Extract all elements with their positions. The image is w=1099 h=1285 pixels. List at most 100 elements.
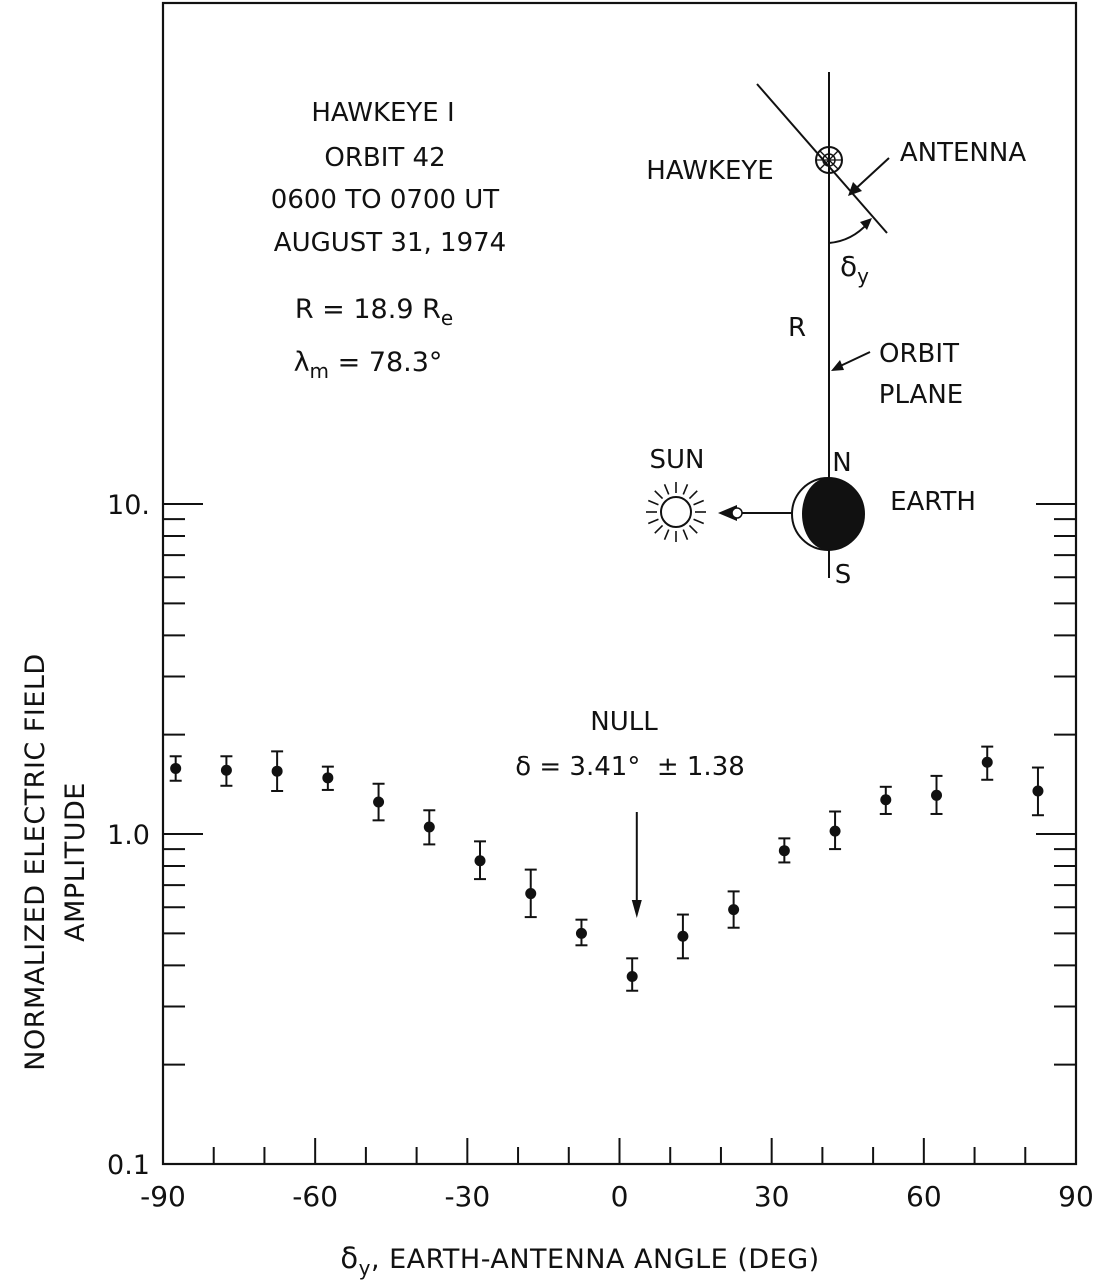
data-point [1031,766,1044,817]
sun-ray [647,518,659,525]
info-line-title: HAWKEYE I [311,98,454,128]
info-line-latitude: λm = 78.3° [294,347,443,383]
null-value: δ = 3.41° ± 1.38 [515,752,745,782]
earth-icon [791,477,865,551]
antenna-pointer-head [848,182,862,196]
null-annotation: NULL δ = 3.41° ± 1.38 [515,707,745,918]
info-latitude-text: = 78.3° [329,347,442,378]
sun-ray [693,518,705,525]
sun-icon [646,482,706,542]
data-marker [220,764,232,776]
data-point [220,755,233,787]
info-radius-text: R = 18.9 R [295,294,441,325]
data-marker [373,796,385,808]
x-tick-label: 30 [754,1180,790,1213]
sun-ray [647,499,659,506]
data-marker [880,794,892,806]
data-point [321,765,334,791]
angle-label-symbol: δ [840,250,857,283]
data-marker [981,756,993,768]
x-tick-label: -30 [444,1180,490,1213]
data-marker [728,904,740,916]
data-points [169,745,1044,992]
data-point [676,913,689,960]
sun-ray [654,524,664,534]
data-point [930,774,943,815]
data-point [575,918,588,947]
angle-label-subscript: y [857,264,869,288]
x-tick-label: 90 [1058,1180,1094,1213]
data-point [778,837,791,864]
data-marker [778,845,790,857]
orbit-pointer-head [831,360,844,371]
y-axis-label-line2: AMPLITUDE [60,782,91,942]
earth-label: EARTH [890,487,976,517]
sun-ray [663,483,670,495]
data-point [879,785,892,815]
x-axis-label-symbol: δ [340,1241,358,1275]
info-latitude-subscript: m [310,359,329,383]
sun-ray [682,483,689,495]
x-tick-label: 0 [611,1180,629,1213]
data-point [727,890,740,929]
x-tick-label: 60 [906,1180,942,1213]
angle-arc-head [860,218,872,230]
data-point [829,810,842,851]
data-marker [474,855,486,867]
info-line-orbit: ORBIT 42 [324,143,445,173]
x-axis-label-subscript: y [359,1256,371,1280]
y-tick-label: 0.1 [107,1150,150,1181]
data-point [524,868,537,919]
data-marker [1032,785,1044,797]
sun-ray [682,529,689,541]
x-axis-label: δy, EARTH-ANTENNA ANGLE (DEG) [340,1241,819,1280]
y-tick-label: 10. [107,490,150,521]
info-block: HAWKEYE I ORBIT 42 0600 TO 0700 UT AUGUS… [271,98,506,383]
data-marker [626,970,638,982]
data-point [981,745,994,781]
data-marker [170,762,182,774]
sun-label: SUN [650,445,705,475]
orbit-label-line2: PLANE [879,380,963,410]
data-marker [829,825,841,837]
data-point [423,809,436,846]
x-tick-label: -90 [140,1180,186,1213]
data-marker [322,772,334,784]
data-point [271,750,284,792]
null-arrow-head [631,900,642,918]
y-tick-label: 1.0 [107,820,150,851]
data-point [474,840,487,881]
sun-direction-arrow [718,505,737,521]
sun-direction-arrow-tip [731,507,743,519]
sun-ray [688,524,698,534]
data-point [372,782,385,822]
null-label: NULL [590,707,658,737]
data-marker [423,821,435,833]
radius-label: R [788,313,806,343]
sun-ray [663,529,670,541]
south-label: S [835,560,852,590]
x-axis-label-text: , EARTH-ANTENNA ANGLE (DEG) [371,1244,820,1275]
angle-label: δy [840,250,869,288]
antenna-label: ANTENNA [900,138,1026,168]
data-marker [677,930,689,942]
data-point [169,755,182,782]
y-axis-label-line1: NORMALIZED ELECTRIC FIELD [20,653,51,1070]
sun-ray [688,490,698,500]
data-marker [271,765,283,777]
sun-ray [654,490,664,500]
info-latitude-symbol: λ [294,347,310,378]
info-radius-subscript: e [441,306,453,330]
data-marker [575,927,587,939]
hawkeye-label: HAWKEYE [646,156,773,186]
north-label: N [832,448,851,478]
hawkeye-spacecraft-icon [815,146,843,174]
orbit-diagram: HAWKEYE ANTENNA δy R ORBIT PLANE N S EAR… [646,72,1026,590]
info-line-time: 0600 TO 0700 UT [271,185,500,215]
data-marker [525,888,537,900]
x-tick-label: -60 [292,1180,338,1213]
antenna-line [756,83,888,234]
info-line-date: AUGUST 31, 1974 [274,228,506,258]
data-point [626,957,639,992]
